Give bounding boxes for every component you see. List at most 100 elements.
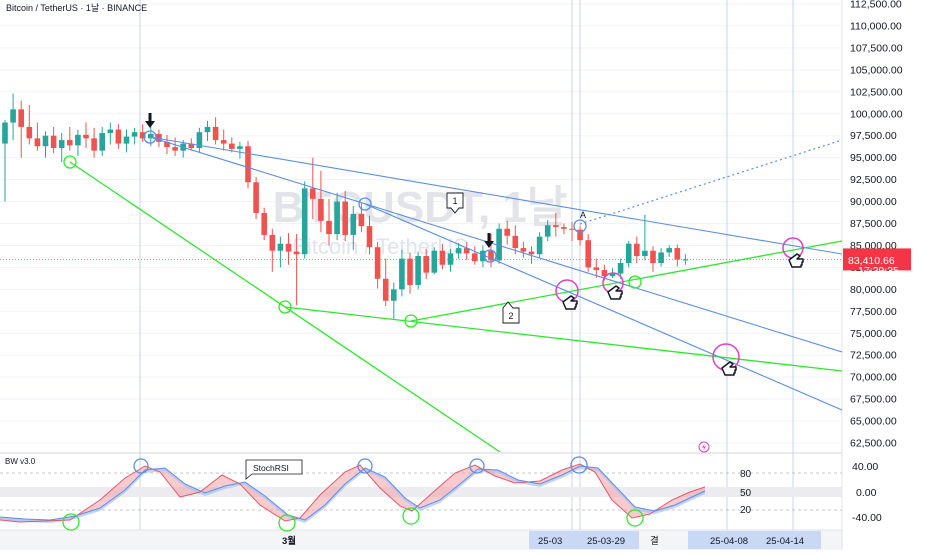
candle [277, 236, 284, 268]
price-tick: 102,500.00 [850, 86, 903, 98]
candle [634, 236, 640, 264]
green-circle-marker [62, 513, 80, 531]
candle [229, 137, 235, 153]
candle [164, 134, 170, 155]
candle [682, 254, 689, 265]
indicator-tick: 40.00 [852, 461, 878, 473]
candle [334, 192, 340, 241]
price-tick: 77,500.00 [850, 306, 897, 318]
level-50: 50 [740, 488, 752, 499]
candle [350, 205, 357, 250]
green-circle-marker [402, 507, 420, 525]
price-tick: 67,500.00 [850, 394, 897, 406]
indicator-name: BW v3.0 [5, 457, 36, 466]
candle [34, 122, 41, 151]
candle [520, 241, 527, 258]
blue-trendline-mid [149, 136, 842, 353]
candle [658, 248, 664, 267]
candle [10, 93, 16, 141]
blue-circle-marker [143, 130, 157, 144]
candle [196, 127, 203, 153]
price-tick: 87,500.00 [850, 218, 897, 230]
candle [172, 137, 178, 156]
price-tick: 80,000.00 [850, 284, 897, 296]
time-axis: 3월 25-03 25-03-29 결 25-04-08 25-04-14 [282, 531, 821, 549]
indicator-tick: 0.00 [856, 487, 877, 499]
candle [447, 248, 454, 272]
bar-countdown: 17:29:35 [858, 265, 899, 277]
candle [107, 122, 114, 145]
candle [561, 223, 567, 235]
candle [374, 241, 381, 289]
lightning-icon [698, 441, 710, 453]
candle [480, 245, 486, 268]
price-tick: 92,500.00 [850, 174, 897, 186]
candle [269, 228, 276, 272]
candle [26, 104, 33, 145]
wave-2-label: 2 [508, 311, 513, 321]
price-tick: 62,500.00 [850, 438, 897, 450]
blue-circle-marker [483, 249, 497, 263]
down-arrow-icon [145, 113, 155, 128]
green-circle-marker [628, 275, 642, 289]
blue-circle-marker [358, 197, 372, 211]
candle [496, 223, 502, 264]
candle [407, 252, 413, 294]
wave-1-label: 1 [452, 196, 457, 206]
stochrsi-label: StochRSI [253, 463, 289, 473]
blue-circle-marker [357, 458, 373, 474]
candle [58, 133, 65, 163]
date-extra: 결 [650, 536, 659, 547]
candle [674, 244, 681, 267]
candle [585, 234, 591, 272]
stochrsi-callout: StochRSI [245, 459, 303, 480]
candle [91, 127, 97, 158]
candle [237, 141, 243, 159]
date-label: 25-04-08 [710, 536, 748, 547]
candle [285, 233, 292, 265]
price-tick: 95,000.00 [850, 152, 897, 164]
trendlines [69, 136, 842, 452]
stoch-fill-area-blue [0, 466, 705, 523]
candle [293, 234, 300, 306]
candle [439, 243, 446, 270]
green-trendline-low [284, 306, 842, 372]
candle [83, 122, 89, 148]
green-circle-marker [626, 509, 644, 527]
date-label: 25-03-29 [587, 536, 625, 547]
candle [463, 241, 470, 260]
candle [553, 212, 559, 237]
candle [455, 242, 462, 259]
green-circle-marker [404, 314, 418, 328]
candle [2, 119, 8, 202]
candle [18, 100, 24, 158]
candle [139, 124, 146, 142]
candle [472, 246, 478, 265]
month-label: 3월 [282, 535, 296, 547]
candle [650, 246, 656, 272]
price-tick: 100,000.00 [850, 108, 903, 120]
candle [666, 245, 672, 257]
blue-trendline-steep [364, 203, 842, 411]
candle [131, 127, 138, 145]
blue-circle-marker [469, 458, 485, 474]
candle [342, 191, 348, 242]
candle [569, 221, 575, 242]
candle [310, 157, 316, 220]
price-tick: 107,500.00 [850, 42, 903, 54]
blue-circle-marker [570, 456, 588, 474]
candle [99, 126, 105, 156]
price-tick: 112,500.00 [850, 0, 902, 11]
candle [512, 225, 519, 255]
candle [301, 181, 308, 259]
price-tick: 75,000.00 [850, 328, 897, 340]
candle [577, 226, 583, 246]
candle [415, 251, 421, 290]
symbol-title: Bitcoin / TetherUS · 1날 · BINANCE [6, 3, 147, 13]
candle [253, 176, 259, 220]
wave-1-callout: 1 [446, 192, 464, 214]
candle [50, 126, 57, 154]
candle [318, 170, 324, 233]
